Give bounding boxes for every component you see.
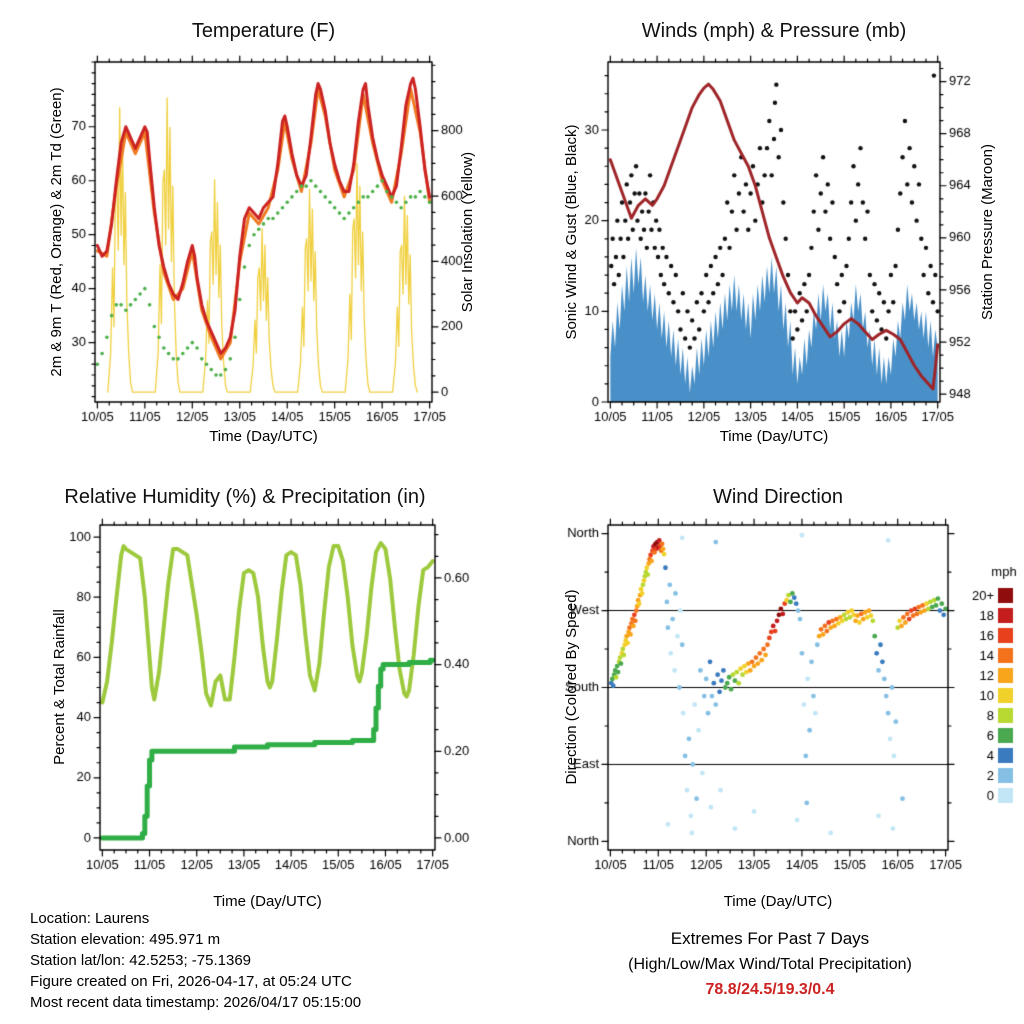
station-latlon: Station lat/lon: 42.5253; -75.1369 <box>30 952 252 969</box>
humidity-x-axis-label: Time (Day/UTC) <box>213 893 322 910</box>
winds-pressure-chart-canvas <box>512 0 1024 460</box>
humidity-precip-chart-title: Relative Humidity (%) & Precipitation (i… <box>64 486 426 508</box>
humidity-precip-chart-canvas <box>0 480 512 910</box>
winds-x-axis-label: Time (Day/UTC) <box>719 428 829 445</box>
station-metadata: Location: Laurens Station elevation: 495… <box>30 908 361 1013</box>
temperature-chart-title: Temperature (F) <box>191 20 336 42</box>
temperature-x-axis-label: Time (Day/UTC) <box>209 428 318 445</box>
wind-direction-chart-canvas <box>512 480 1024 910</box>
wind-direction-chart-title: Wind Direction <box>712 486 844 508</box>
direction-left-axis-label: Direction (Colored By Speed) <box>563 589 580 785</box>
extremes-block: Extremes For Past 7 Days (High/Low/Max W… <box>540 926 1000 1002</box>
solar-right-axis-label: Solar Insolation (Yellow) <box>459 151 476 313</box>
wind-direction-x-axis-label: Time (Day/UTC) <box>723 893 833 910</box>
station-elevation: Station elevation: 495.971 m <box>30 931 221 948</box>
humidity-left-axis-label: Percent & Total Rainfall <box>51 609 68 765</box>
temperature-chart-canvas <box>0 0 512 460</box>
wind-left-axis-label: Sonic Wind & Gust (Blue, Black) <box>563 124 580 340</box>
pressure-right-axis-label: Station Pressure (Maroon) <box>979 144 996 320</box>
extremes-title: Extremes For Past 7 Days <box>670 929 870 948</box>
figure-created-timestamp: Figure created on Fri, 2026-04-17, at 05… <box>30 973 352 990</box>
most-recent-data-timestamp: Most recent data timestamp: 2026/04/17 0… <box>30 994 362 1011</box>
temperature-left-axis-label: 2m & 9m T (Red, Orange) & 2m Td (Green) <box>48 87 65 377</box>
extremes-subtitle: (High/Low/Max Wind/Total Precipitation) <box>628 956 912 973</box>
extremes-values: 78.8/24.5/19.3/0.4 <box>705 981 835 998</box>
winds-pressure-chart-title: Winds (mph) & Pressure (mb) <box>641 20 907 42</box>
station-location: Location: Laurens <box>30 910 150 927</box>
